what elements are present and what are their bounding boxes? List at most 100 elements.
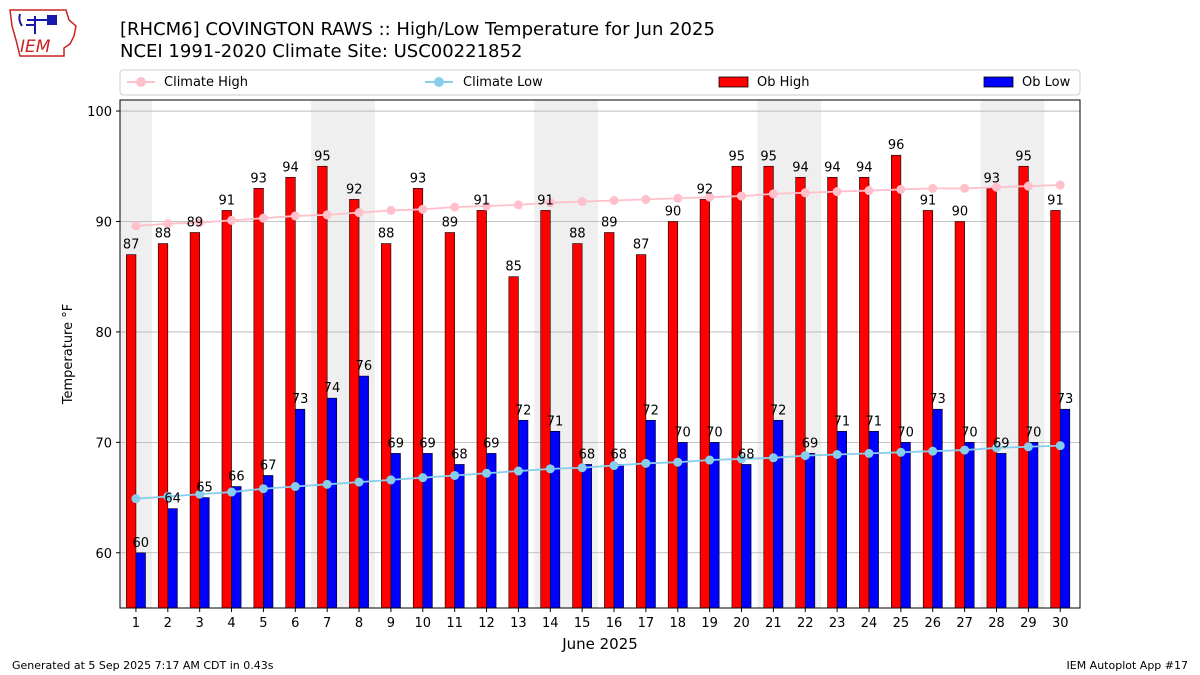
point-climate-high-day-16: [609, 195, 619, 205]
bar-ob-low-day-4: [231, 486, 242, 609]
point-climate-high-day-3: [195, 218, 205, 228]
bar-ob-low-day-19: [709, 442, 720, 609]
bar-ob-high-day-3: [189, 232, 200, 609]
point-climate-low-day-14: [545, 464, 555, 474]
label-ob-low-day-3: 65: [196, 481, 213, 496]
label-ob-low-day-6: 73: [292, 392, 309, 407]
x-tick-label-10: 10: [415, 616, 432, 631]
chart-title: [RHCM6] COVINGTON RAWS :: High/Low Tempe…: [120, 19, 715, 40]
label-ob-low-day-27: 70: [961, 425, 978, 440]
bar-ob-high-day-11: [444, 232, 455, 609]
label-ob-low-day-17: 72: [642, 403, 659, 418]
label-ob-high-day-20: 95: [728, 149, 745, 164]
point-climate-low-day-19: [705, 455, 715, 465]
point-climate-low-day-11: [450, 470, 460, 480]
bar-ob-low-day-2: [167, 508, 178, 609]
legend-label-ob-high: Ob High: [757, 75, 810, 90]
label-ob-high-day-21: 95: [760, 149, 777, 164]
x-tick-label-19: 19: [701, 616, 718, 631]
bar-ob-low-day-29: [1028, 442, 1039, 609]
point-climate-low-day-24: [864, 448, 874, 458]
point-climate-low-day-18: [673, 457, 683, 467]
label-ob-high-day-28: 93: [983, 171, 1000, 186]
x-tick-label-23: 23: [829, 616, 846, 631]
point-climate-low-day-8: [354, 477, 364, 487]
bar-ob-low-day-1: [135, 552, 146, 609]
bar-ob-low-day-18: [677, 442, 688, 609]
label-ob-low-day-14: 71: [547, 414, 564, 429]
label-ob-low-day-25: 70: [897, 425, 914, 440]
x-tick-label-11: 11: [446, 616, 463, 631]
label-ob-high-day-25: 96: [888, 138, 905, 153]
x-tick-label-27: 27: [956, 616, 973, 631]
point-climate-low-day-9: [386, 475, 396, 485]
chart-subtitle: NCEI 1991-2020 Climate Site: USC00221852: [120, 41, 522, 62]
y-tick-label-90: 90: [95, 215, 112, 230]
x-tick-label-26: 26: [924, 616, 941, 631]
x-tick-label-7: 7: [323, 616, 331, 631]
label-ob-low-day-9: 69: [387, 436, 404, 451]
label-ob-low-day-11: 68: [451, 447, 468, 462]
x-tick-label-29: 29: [1020, 616, 1037, 631]
x-tick-label-21: 21: [765, 616, 782, 631]
point-climate-low-day-26: [928, 446, 938, 456]
bar-ob-low-day-7: [326, 397, 338, 609]
label-ob-low-day-2: 64: [164, 492, 181, 507]
y-tick-label-100: 100: [87, 105, 112, 120]
label-ob-high-day-7: 95: [314, 149, 331, 164]
label-ob-high-day-10: 93: [410, 171, 427, 186]
logo-text: IEM: [20, 37, 51, 57]
point-climate-high-day-18: [673, 193, 683, 203]
label-ob-high-day-17: 87: [633, 238, 650, 253]
label-ob-low-day-16: 68: [611, 447, 628, 462]
point-climate-high-day-22: [800, 188, 810, 198]
bar-ob-high-day-30: [1050, 210, 1061, 609]
x-tick-label-8: 8: [355, 616, 363, 631]
label-ob-low-day-19: 70: [706, 425, 723, 440]
point-climate-high-day-29: [1023, 181, 1033, 191]
point-climate-high-day-28: [991, 182, 1001, 192]
bar-ob-high-day-29: [1018, 165, 1029, 609]
y-tick-label-60: 60: [95, 547, 112, 562]
point-climate-low-day-15: [577, 463, 587, 473]
bar-ob-high-day-4: [221, 210, 232, 609]
label-ob-low-day-7: 74: [324, 381, 341, 396]
label-ob-high-day-29: 95: [1015, 149, 1032, 164]
label-ob-low-day-29: 70: [1025, 425, 1042, 440]
y-tick-label-70: 70: [95, 436, 112, 451]
bar-ob-low-day-3: [199, 497, 210, 609]
point-climate-high-day-30: [1055, 180, 1065, 190]
point-climate-low-day-2: [163, 491, 173, 501]
point-climate-low-day-12: [482, 468, 492, 478]
point-climate-low-day-30: [1055, 441, 1065, 451]
x-tick-label-24: 24: [861, 616, 878, 631]
point-climate-high-day-27: [960, 183, 970, 193]
point-climate-high-day-11: [450, 202, 460, 212]
label-ob-high-day-26: 91: [920, 193, 937, 208]
iem-logo: IEM: [9, 9, 77, 57]
x-tick-label-4: 4: [227, 616, 235, 631]
label-ob-high-day-8: 92: [346, 182, 363, 197]
point-climate-low-day-21: [768, 453, 778, 463]
bar-ob-high-day-12: [476, 210, 487, 609]
label-ob-low-day-10: 69: [419, 436, 436, 451]
point-climate-high-day-21: [768, 189, 778, 199]
legend-frame: [119, 69, 1081, 96]
x-tick-label-15: 15: [574, 616, 591, 631]
label-ob-high-day-2: 88: [155, 227, 172, 242]
label-ob-low-day-15: 68: [579, 447, 596, 462]
line-climate-low: [135, 444, 1061, 500]
legend-item-ob-low: Ob Low: [983, 75, 1071, 90]
bar-ob-low-day-14: [549, 431, 561, 609]
point-climate-low-day-23: [832, 449, 842, 459]
legend-label-climate-low: Climate Low: [463, 75, 543, 90]
point-climate-low-day-20: [737, 454, 747, 464]
bar-ob-high-day-21: [763, 165, 774, 609]
legend: Climate High Climate Low Ob High Ob Low: [119, 69, 1081, 96]
label-ob-low-day-28: 69: [993, 436, 1010, 451]
label-ob-high-day-1: 87: [123, 238, 140, 253]
label-ob-high-day-9: 88: [378, 227, 395, 242]
generated-timestamp: Generated at 5 Sep 2025 7:17 AM CDT in 0…: [12, 659, 274, 672]
x-tick-label-12: 12: [478, 616, 495, 631]
point-climate-low-day-1: [131, 494, 141, 504]
